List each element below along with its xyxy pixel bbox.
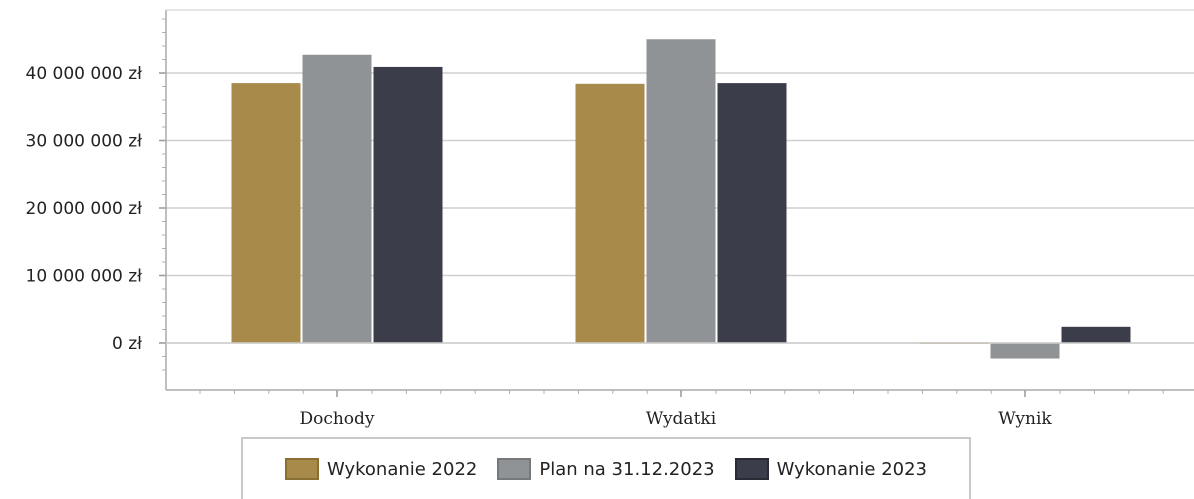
- bar-dochody-series-1: [231, 83, 301, 343]
- legend: Wykonanie 2022 Plan na 31.12.2023 Wykona…: [241, 437, 971, 499]
- x-tick-labels: Dochody Wydatki Wynik: [299, 409, 1052, 429]
- bar-wynik-series-2: [990, 343, 1060, 359]
- legend-item-2: Plan na 31.12.2023: [497, 458, 715, 480]
- legend-item-3: Wykonanie 2023: [734, 458, 928, 480]
- y-tick-label-1: 10 000 000 zł: [26, 267, 143, 287]
- bar-wydatki-series-3: [717, 83, 787, 343]
- y-tick-labels: 0 zł 10 000 000 zł 20 000 000 zł 30 000 000…: [26, 64, 143, 354]
- axes: [159, 9, 1194, 397]
- legend-label-3: Wykonanie 2023: [776, 458, 928, 480]
- legend-swatch-3: [734, 458, 769, 480]
- bar-dochody-series-3: [373, 66, 443, 344]
- y-tick-label-4: 40 000 000 zł: [26, 64, 143, 84]
- legend-swatch-2: [497, 458, 532, 480]
- bar-chart: 0 zł 10 000 000 zł 20 000 000 zł 30 000 000…: [26, 9, 1194, 429]
- x-tick-label-1: Dochody: [299, 409, 374, 429]
- bar-wynik-series-3: [1061, 326, 1131, 343]
- legend-item-1: Wykonanie 2022: [284, 458, 478, 480]
- y-tick-label-2: 20 000 000 zł: [26, 199, 143, 219]
- y-tick-label-0: 0 zł: [112, 334, 142, 354]
- bar-dochody-series-2: [302, 54, 372, 344]
- bar-wydatki-series-1: [575, 83, 645, 344]
- legend-swatch-1: [284, 458, 319, 480]
- y-tick-label-3: 30 000 000 zł: [26, 132, 143, 152]
- legend-label-1: Wykonanie 2022: [326, 458, 478, 480]
- bar-wydatki-series-2: [646, 39, 716, 343]
- x-tick-label-2: Wydatki: [646, 409, 717, 429]
- bars: [166, 39, 1194, 359]
- legend-label-2: Plan na 31.12.2023: [539, 458, 715, 480]
- x-tick-label-3: Wynik: [998, 409, 1052, 429]
